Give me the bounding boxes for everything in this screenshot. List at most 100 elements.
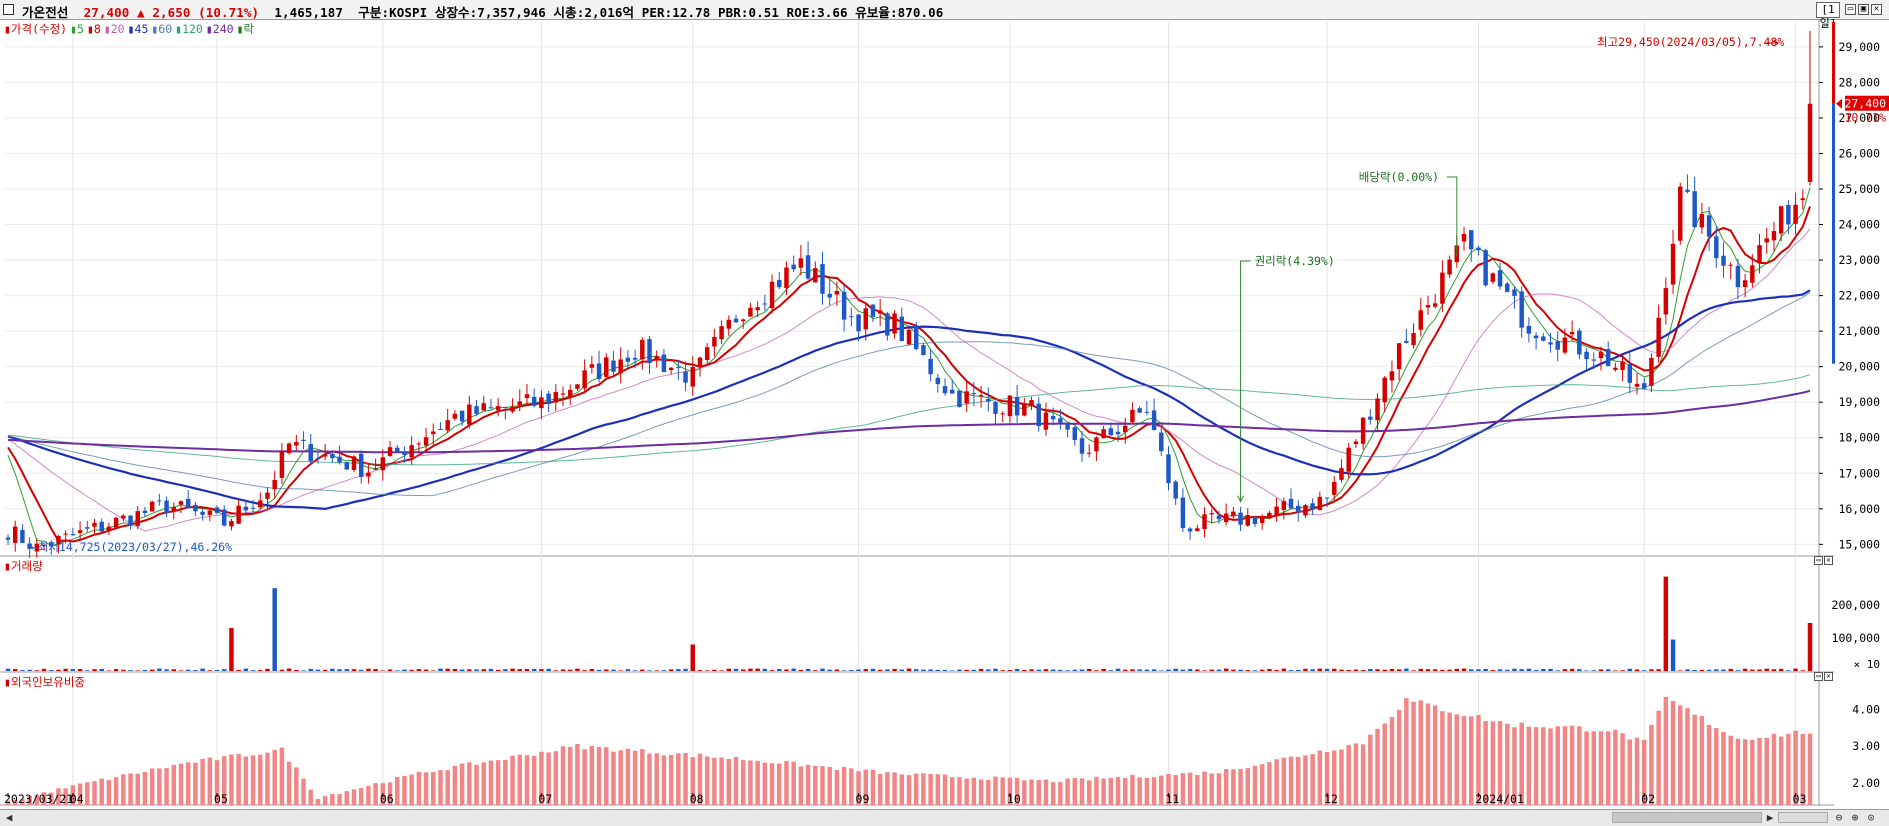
volume-bar <box>1613 670 1618 671</box>
foreign-bar <box>1223 769 1229 805</box>
candle-body <box>1267 512 1272 519</box>
candle-body <box>1259 515 1265 524</box>
volume-bar <box>1425 669 1431 671</box>
foreign-bar <box>784 761 789 805</box>
candle-body <box>20 529 25 543</box>
candle-body <box>661 354 667 373</box>
volume-bar <box>135 670 140 671</box>
minimize-icon[interactable]: ▭ <box>1845 4 1856 15</box>
candle-body <box>640 339 645 360</box>
zoom-in-icon[interactable]: ⊕ <box>1851 811 1859 824</box>
legend-item[interactable]: ▮240 <box>205 22 234 36</box>
panel-volume-close-icon[interactable]: ✕ <box>1824 556 1833 565</box>
foreign-bar <box>877 774 883 805</box>
legend-item[interactable]: ▮20 <box>103 22 125 36</box>
volume-bar <box>1317 668 1323 671</box>
volume-bar <box>373 669 378 671</box>
volume-bar <box>1108 670 1114 671</box>
foreign-bar <box>49 792 54 805</box>
foreign-bar <box>1137 777 1142 805</box>
volume-bar <box>748 668 753 671</box>
candle-body <box>1562 337 1568 353</box>
foreign-bar <box>1389 717 1395 805</box>
volume-bar <box>913 669 919 671</box>
panel-volume-min-icon[interactable]: ▭ <box>1814 556 1823 565</box>
legend-item[interactable]: ▮5 <box>70 22 84 36</box>
foreign-bar <box>1656 710 1661 805</box>
legend-item[interactable]: ▮락 <box>236 22 255 36</box>
scroll-left-icon[interactable]: ◀ <box>5 811 13 824</box>
volume-bar <box>272 588 277 671</box>
volume-bar <box>121 669 126 671</box>
volume-bar <box>546 668 551 671</box>
candle-body <box>1764 238 1769 243</box>
foreign-bar <box>726 758 732 805</box>
candle-body <box>164 500 169 513</box>
current-price-tag-bg <box>1845 95 1889 111</box>
legend-item[interactable]: ▮45 <box>127 22 149 36</box>
candle-body <box>459 410 465 422</box>
legend-item[interactable]: ▮8 <box>86 22 101 36</box>
candle-body <box>1144 411 1150 413</box>
panel-foreign-min-icon[interactable]: ▭ <box>1814 672 1823 681</box>
maximize-icon[interactable]: ▣ <box>1858 4 1869 15</box>
zoom-out-icon[interactable]: ⊖ <box>1835 811 1843 824</box>
candle-body <box>596 363 602 380</box>
candle-body <box>1115 431 1121 435</box>
chart-scrollbar[interactable]: ◀ ▶ ⊖ ⊕ ⊙ <box>0 809 1889 826</box>
price-change: ▲ 2,650 <box>137 5 191 20</box>
volume-bar <box>92 669 97 671</box>
volume-bar <box>1490 670 1496 671</box>
volume-bar <box>1440 669 1445 671</box>
foreign-bar <box>1396 709 1402 805</box>
foreign-bar <box>805 764 811 805</box>
price-legend: ▮가격(수정) ▮5 ▮8 ▮20 ▮45 ▮60 ▮120 ▮240 ▮락 <box>4 21 257 37</box>
candle-body <box>1750 265 1755 283</box>
foreign-bar <box>394 776 400 805</box>
scale-up-strip <box>1832 22 1835 104</box>
candle-body <box>748 307 753 317</box>
candle-body <box>805 255 811 279</box>
foreign-bar <box>704 756 710 805</box>
foreign-bar <box>1216 773 1222 805</box>
foreign-bar <box>1447 712 1452 805</box>
candle-body <box>1735 265 1741 288</box>
candle-body <box>1159 432 1164 452</box>
candle-body <box>1512 289 1517 296</box>
candle-body <box>1094 437 1099 452</box>
legend-item[interactable]: ▮60 <box>151 22 173 36</box>
foreign-bar <box>1519 722 1524 805</box>
panel-foreign-close-icon[interactable]: ✕ <box>1824 672 1833 681</box>
candle-body <box>1468 230 1474 250</box>
legend-item[interactable]: ▮120 <box>175 22 203 36</box>
foreign-bar <box>214 760 220 805</box>
foreign-bar <box>712 757 717 805</box>
foreign-bar <box>986 780 991 805</box>
candle-body <box>1173 481 1178 499</box>
candle-body <box>849 316 854 318</box>
foreign-bar <box>813 765 818 805</box>
legend-item[interactable]: ▮가격(수정) <box>4 22 68 36</box>
foreign-bar <box>611 751 616 805</box>
scroll-right-icon[interactable]: ▶ <box>1766 811 1774 824</box>
close-icon[interactable]: ✕ <box>1871 4 1882 15</box>
volume-bar <box>1303 668 1308 671</box>
period-button[interactable]: [1일] <box>1816 2 1840 30</box>
range-slider[interactable] <box>1778 812 1828 823</box>
zoom-reset-icon[interactable]: ⊙ <box>1867 811 1875 824</box>
volume-bar <box>243 668 249 671</box>
volume-bar <box>1584 670 1589 671</box>
foreign-bar <box>1065 778 1070 805</box>
foreign-bar <box>1692 714 1697 805</box>
volume-bar <box>250 670 256 671</box>
foreign-bar <box>546 752 551 805</box>
chart-select-checkbox[interactable] <box>3 4 14 15</box>
volume-bar <box>921 669 926 671</box>
foreign-bar <box>1245 768 1251 805</box>
volume-title: 거래량 <box>10 559 43 573</box>
volume-bar <box>1432 669 1438 671</box>
scroll-thumb[interactable] <box>1612 812 1762 823</box>
foreign-bar <box>1368 734 1373 805</box>
foreign-bar <box>322 796 328 805</box>
